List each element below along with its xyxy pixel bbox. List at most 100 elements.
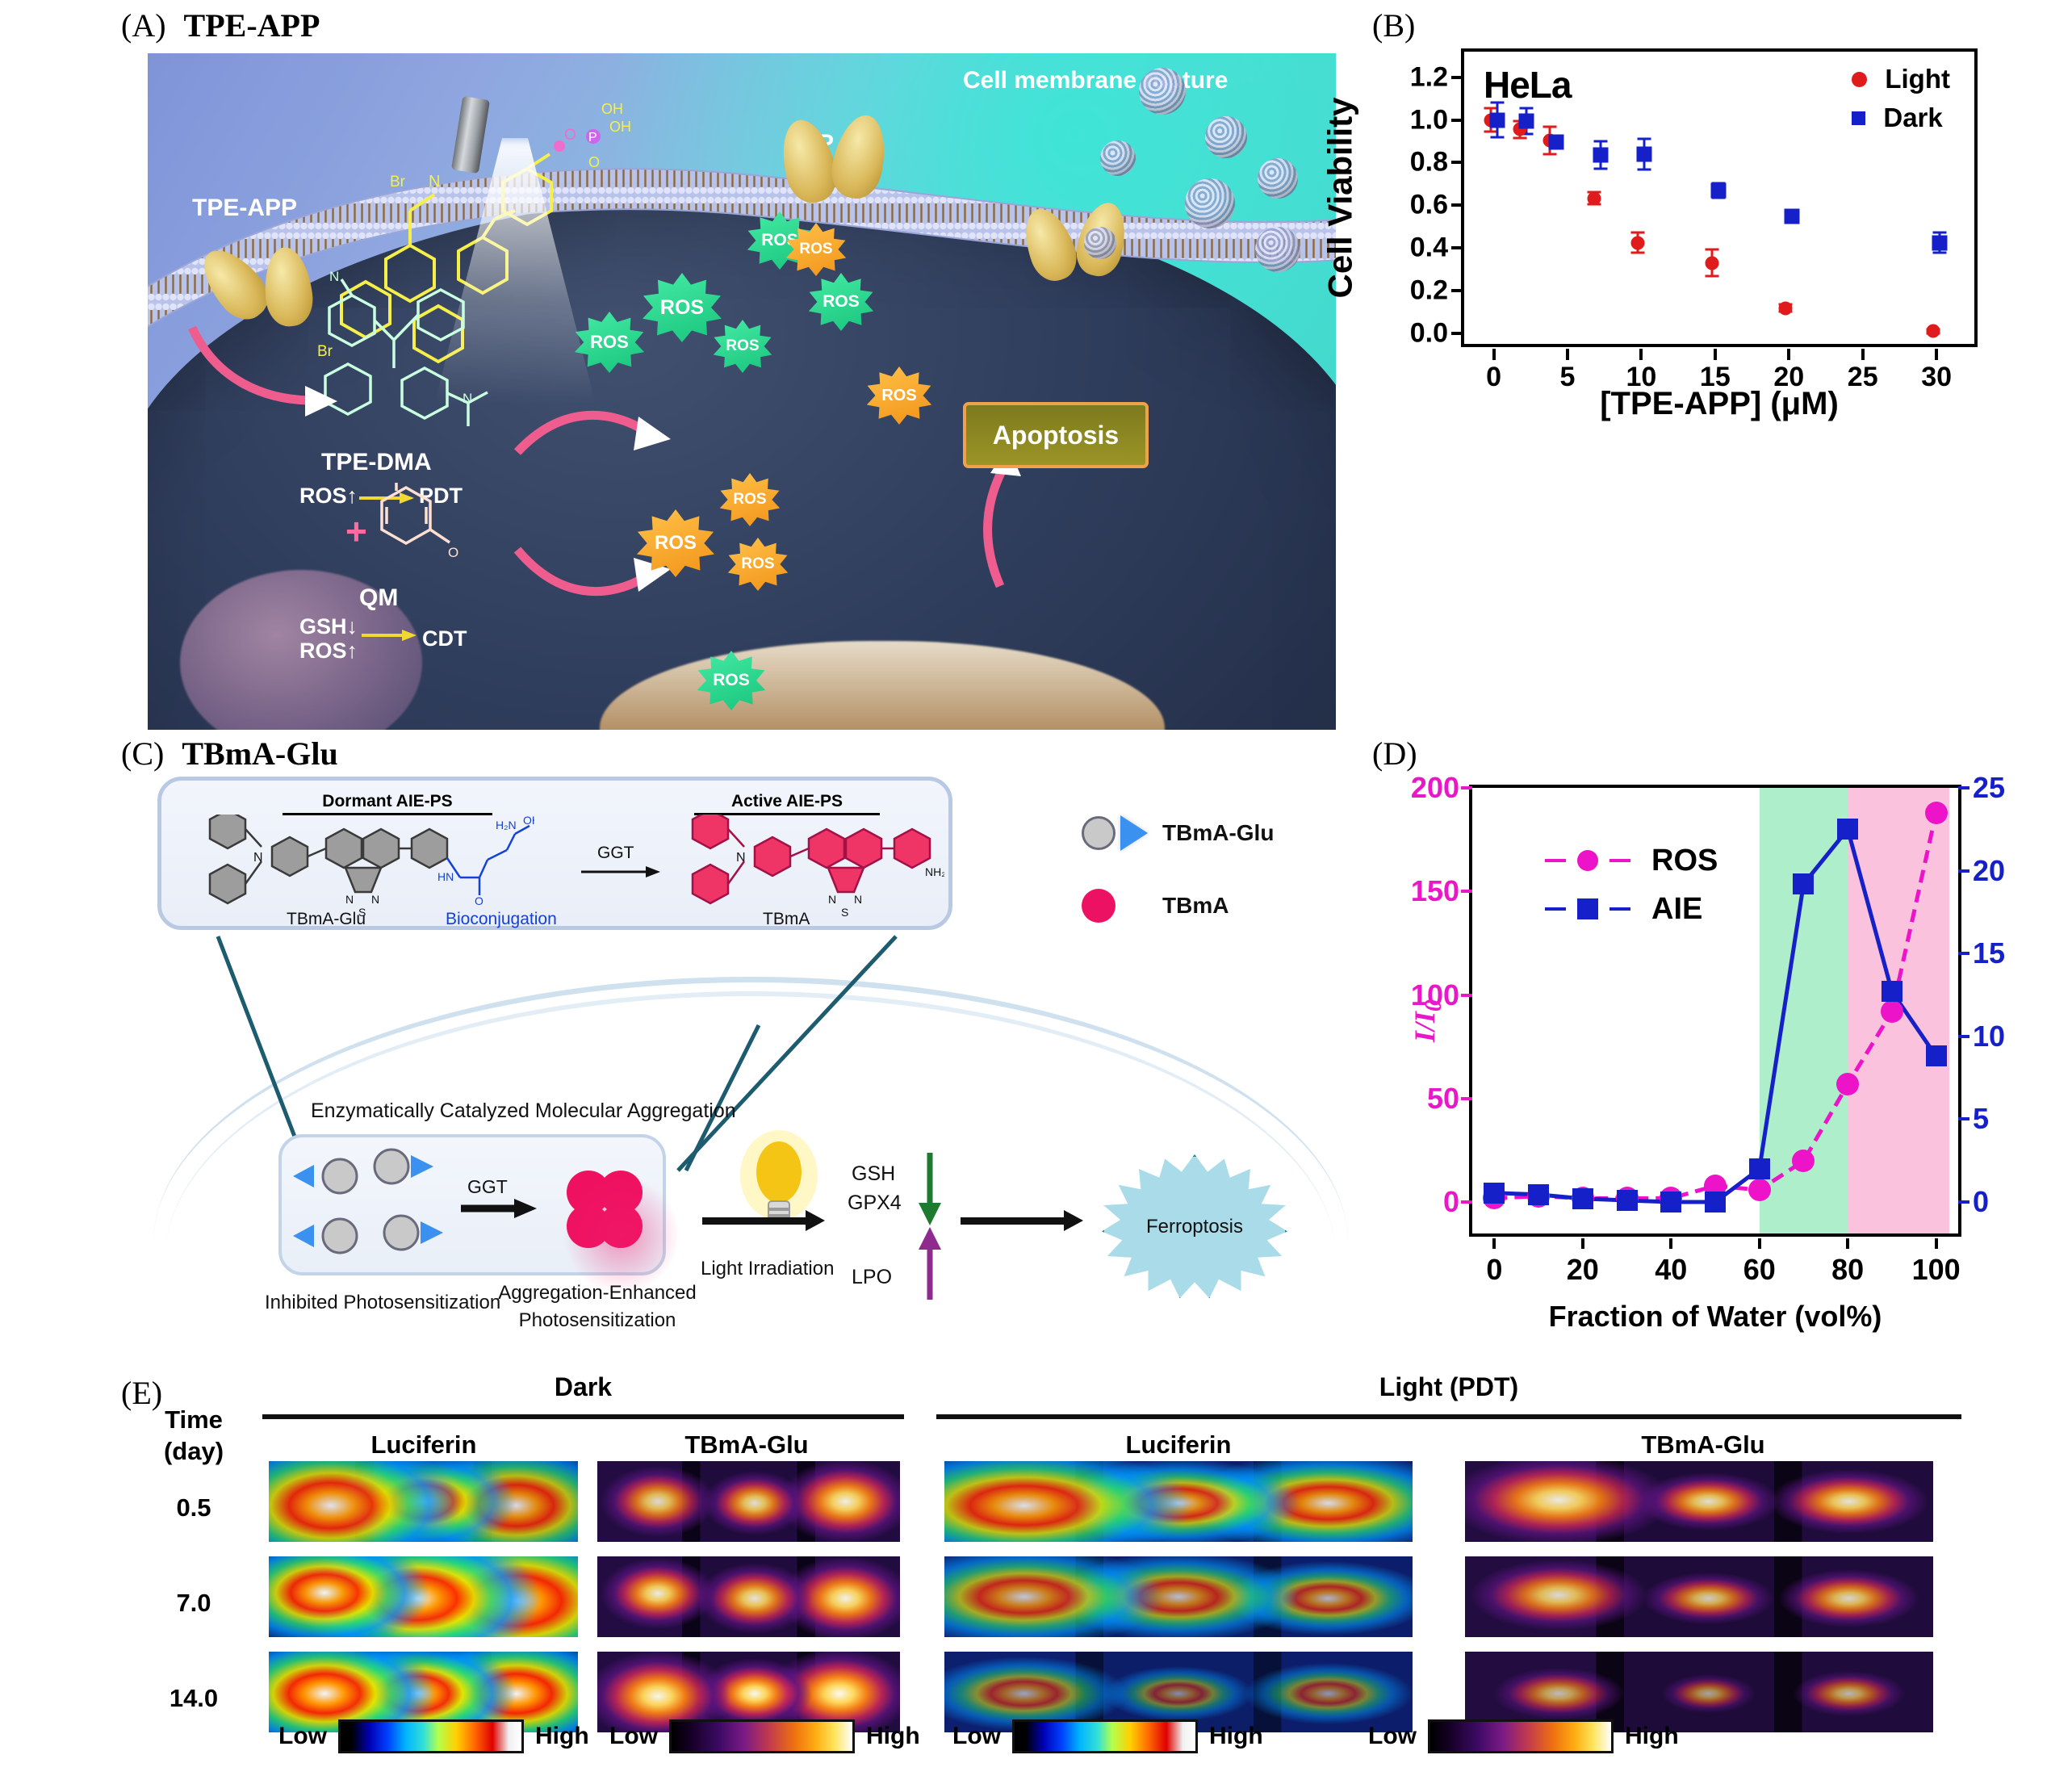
y-right-tick	[1958, 1034, 1969, 1038]
bioluminescence-image	[1465, 1652, 1933, 1732]
arrow-to-pdt	[359, 492, 414, 504]
x-tick-label: 10	[1626, 362, 1657, 392]
time-label-row-2: 14.0	[169, 1684, 219, 1712]
bioluminescence-image	[597, 1652, 900, 1732]
legend-item-tbma: TBmA	[1082, 878, 1340, 933]
x-tick	[1757, 1238, 1761, 1249]
group-rule-dark	[262, 1414, 904, 1419]
label-cell-membrane-rupture: Cell membrane rupture	[963, 67, 1229, 94]
col-title-dark-tbma: TBmA-Glu	[684, 1430, 809, 1459]
plot-annotation-cellline: HeLa	[1484, 64, 1572, 106]
y-left-tick-label: 200	[1410, 771, 1459, 804]
data-point	[1925, 1045, 1947, 1067]
label-active-aie-ps: Active AIE-PS	[694, 792, 880, 815]
data-point	[1616, 1189, 1638, 1211]
y-right-tick	[1958, 952, 1969, 956]
colorbar-high-label: High	[866, 1723, 920, 1749]
data-point	[1748, 1179, 1771, 1202]
svg-text:N: N	[345, 893, 354, 906]
x-tick-label: 20	[1773, 362, 1805, 392]
panel-a-tag: (A)	[121, 7, 166, 44]
nucleus-shape	[180, 570, 422, 730]
legend-dash-icon	[1545, 859, 1566, 862]
label-enhanced-line2: Photosensitization	[518, 1309, 676, 1331]
bioluminescence-image	[597, 1556, 900, 1637]
legend-label: Light	[1885, 64, 1950, 94]
legend-label: TBmA	[1162, 893, 1229, 918]
colorbar-low-label: Low	[278, 1723, 327, 1749]
svg-text:OH: OH	[523, 815, 534, 827]
y-right-tick	[1958, 786, 1969, 789]
time-header-line1: Time	[165, 1405, 223, 1434]
y-tick	[1451, 118, 1463, 122]
label-gsh-down: GSH↓	[299, 614, 358, 639]
data-point	[1705, 1192, 1726, 1212]
colorbar-gradient-fire	[669, 1719, 855, 1753]
svg-text:N: N	[736, 851, 746, 865]
svg-text:N: N	[463, 391, 472, 406]
arrow-to-cdt	[362, 630, 416, 641]
y-tick	[1451, 246, 1463, 250]
x-tick	[1669, 1238, 1673, 1249]
legend-marker-square-icon	[1852, 111, 1866, 125]
up-arrow-icon	[919, 1227, 941, 1300]
circle-pink-icon	[1082, 889, 1116, 923]
y-tick-label: 0.0	[1409, 317, 1448, 349]
colorbar-dark-tbma: Low High	[609, 1719, 920, 1753]
data-point	[1572, 1187, 1593, 1209]
series-line-ros	[1494, 812, 1939, 1200]
bioluminescence-image	[1465, 1556, 1933, 1637]
legend-item-dark: Dark	[1852, 98, 1950, 137]
panel-b-plot-area: HeLa Light Dark 0.0 0.2 0.4 0.6 0.8 1.0 1.2 0 5…	[1410, 48, 1978, 392]
svg-text:N: N	[371, 893, 379, 906]
panel-a-header: (A) TPE-APP	[121, 6, 1364, 52]
legend-label: AIE	[1651, 891, 1703, 926]
label-light-irradiation: Light Irradiation	[701, 1258, 835, 1280]
data-point	[1784, 208, 1800, 224]
legend-item-light: Light	[1852, 60, 1950, 98]
panel-d-plot-area: ROS AIE 0 50 100 150 200 0 5 10 15 20 25 0 20 40 60 8…	[1411, 771, 2005, 1286]
time-label-row-0: 0.5	[176, 1493, 211, 1522]
error-bar-cap	[1542, 125, 1557, 128]
y-left-tick-label: 100	[1410, 978, 1459, 1011]
error-bar-cap	[1637, 137, 1651, 140]
data-point	[1926, 324, 1940, 338]
group-rule-light	[936, 1414, 1961, 1419]
label-pdt: PDT	[419, 484, 463, 508]
y-right-tick	[1958, 1117, 1969, 1121]
panel-d-y-axis-left: 0 50 100 150 200	[1375, 771, 1472, 1233]
data-point	[1548, 134, 1564, 150]
colorbar-light-luciferin: Low High	[952, 1719, 1263, 1753]
bioluminescence-image	[1465, 1461, 1933, 1542]
x-tick	[1492, 349, 1496, 360]
data-point	[1587, 191, 1601, 206]
dormant-text: Dormant AIE-PS	[283, 792, 492, 815]
y-tick	[1451, 203, 1463, 207]
qm-structure: O	[380, 483, 458, 560]
colorbar-light-tbma: Low High	[1368, 1719, 1679, 1753]
label-lpo: LPO	[852, 1266, 893, 1288]
time-axis-header: Time (day)	[141, 1405, 246, 1468]
panel-b-x-axis-title: [TPE-APP] (μM)	[1600, 386, 1839, 421]
svg-text:N: N	[854, 893, 862, 906]
label-plus: +	[345, 510, 367, 552]
membrane-vesicle	[1258, 158, 1298, 199]
cell-outline-arc-outer	[153, 977, 1348, 1243]
data-point	[1880, 1000, 1903, 1024]
colorbar-gradient-jet	[1012, 1719, 1198, 1753]
error-bar-cap	[1484, 107, 1498, 110]
arrow-ros-green	[513, 410, 671, 455]
data-point	[1630, 236, 1645, 250]
triangle-blue-icon	[1120, 815, 1148, 851]
y-right-tick-label: 0	[1973, 1185, 1990, 1218]
svg-text:OH: OH	[609, 119, 631, 135]
colorbar-low-label: Low	[609, 1723, 658, 1749]
membrane-vesicle	[1255, 227, 1300, 272]
panel-d-tag: (D)	[1372, 735, 1417, 772]
colorbar-low-label: Low	[1368, 1723, 1417, 1749]
svg-text:Br: Br	[390, 174, 406, 191]
svg-text:S: S	[841, 906, 848, 919]
error-bar-cap	[1705, 248, 1719, 251]
data-point	[1836, 1073, 1860, 1096]
legend-marker-circle-icon	[1852, 71, 1868, 87]
